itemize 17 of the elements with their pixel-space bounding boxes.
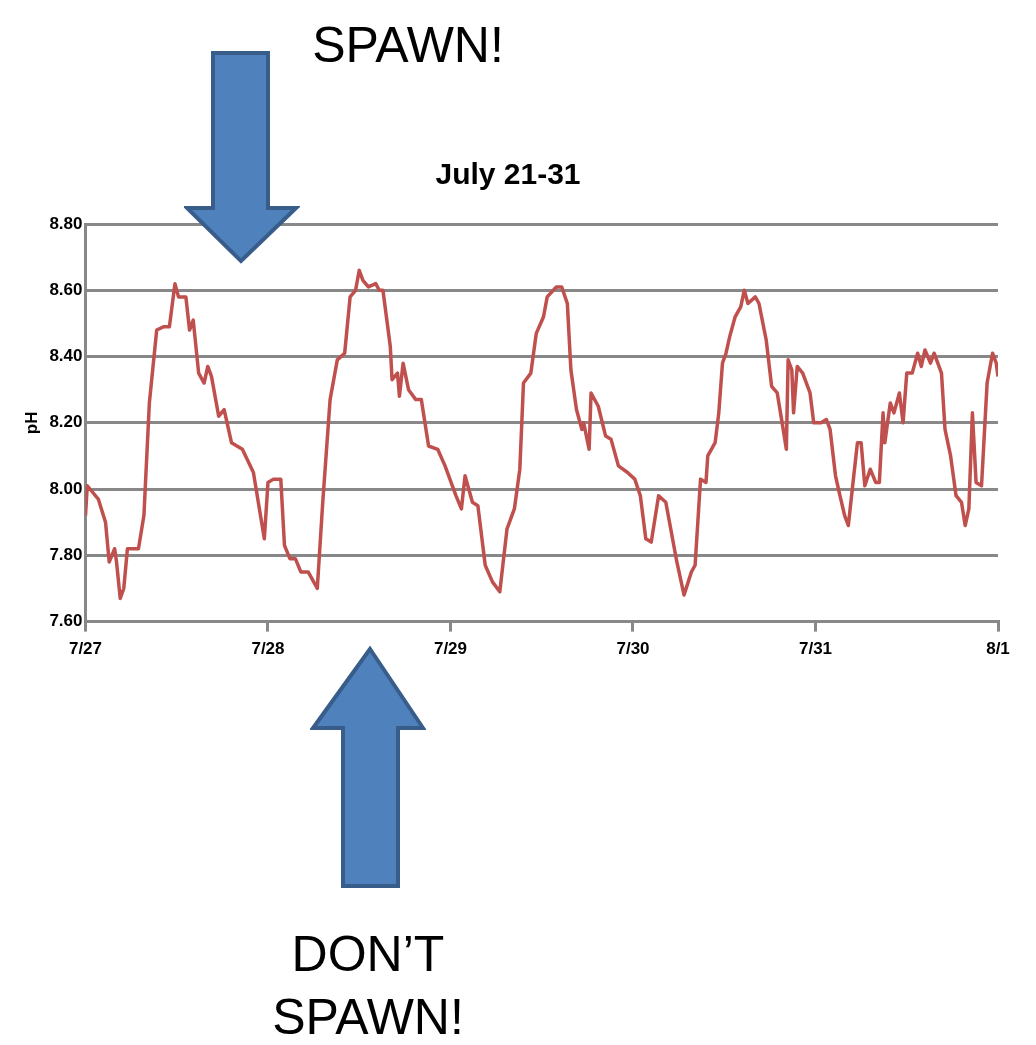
x-tick-label: 7/29 xyxy=(433,639,468,659)
x-tick-label: 7/27 xyxy=(68,639,103,659)
x-tick-label: 7/28 xyxy=(251,639,285,659)
chart-title: July 21-31 xyxy=(435,157,581,191)
y-tick-label: 8.00 xyxy=(49,478,83,498)
x-tick-label: 7/30 xyxy=(616,639,650,659)
y-tick-label: 8.80 xyxy=(49,213,83,233)
y-axis-title: pH xyxy=(21,411,41,435)
y-tick-label: 7.60 xyxy=(49,611,83,631)
text: SPAWN! xyxy=(311,16,505,75)
y-tick-label: 8.40 xyxy=(49,346,83,366)
x-tick-label: 8/1 xyxy=(986,639,1010,659)
y-tick-label: 8.60 xyxy=(49,279,83,299)
text: DON’T SPAWN! xyxy=(271,925,465,1045)
y-tick-label: 7.80 xyxy=(49,545,83,565)
y-tick-label: 8.20 xyxy=(49,412,83,432)
x-tick-label: 7/31 xyxy=(798,639,833,659)
